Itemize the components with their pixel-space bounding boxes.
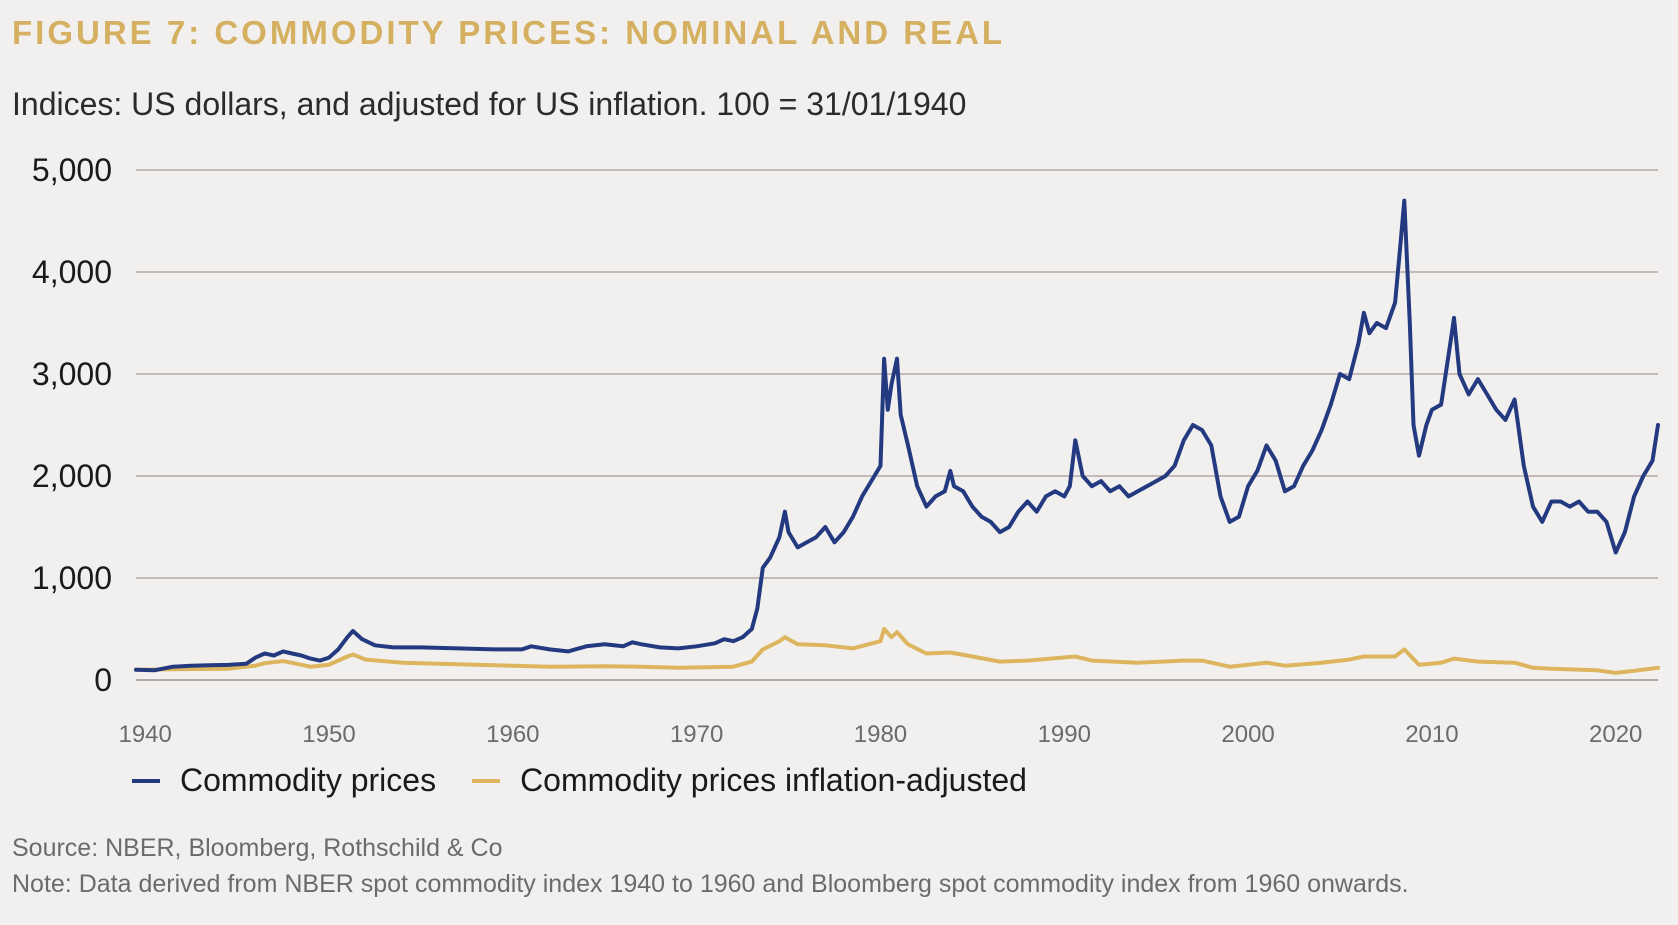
y-tick-label: 0 <box>94 662 112 698</box>
figure-title: FIGURE 7: COMMODITY PRICES: NOMINAL AND … <box>12 14 1006 51</box>
x-tick-label: 1950 <box>302 721 355 748</box>
legend-label-real: Commodity prices inflation-adjusted <box>520 762 1027 798</box>
y-tick-label: 1,000 <box>32 560 112 596</box>
legend-swatch-real <box>472 778 501 783</box>
x-tick-label: 2000 <box>1221 721 1274 748</box>
x-tick-label: 2020 <box>1589 721 1642 748</box>
series-line-commodity-prices <box>134 198 1660 673</box>
legend-item-real: Commodity prices inflation-adjusted <box>472 762 1027 799</box>
x-tick-label: 1990 <box>1038 721 1091 748</box>
source-note: Source: NBER, Bloomberg, Rothschild & Co <box>12 834 503 862</box>
y-tick-label: 3,000 <box>32 356 112 392</box>
data-note: Note: Data derived from NBER spot commod… <box>12 870 1409 898</box>
x-tick-label: 1980 <box>854 721 907 748</box>
figure-subtitle: Indices: US dollars, and adjusted for US… <box>12 86 967 122</box>
chart-legend: Commodity prices Commodity prices inflat… <box>132 762 1063 799</box>
x-tick-label: 1940 <box>118 721 171 748</box>
legend-item-nominal: Commodity prices <box>132 762 436 799</box>
x-tick-label: 2010 <box>1405 721 1458 748</box>
line-chart: 0 1,000 2,000 3,000 4,000 5,000 1940 1950 1960 19… <box>32 152 1660 748</box>
x-tick-label: 1960 <box>486 721 539 748</box>
y-tick-label: 2,000 <box>32 458 112 494</box>
x-tick-label: 1970 <box>670 721 723 748</box>
series-line-inflation-adjusted <box>134 627 1660 675</box>
y-tick-label: 5,000 <box>32 152 112 188</box>
legend-label-nominal: Commodity prices <box>180 762 437 798</box>
legend-swatch-nominal <box>132 778 160 783</box>
y-tick-label: 4,000 <box>32 254 112 290</box>
